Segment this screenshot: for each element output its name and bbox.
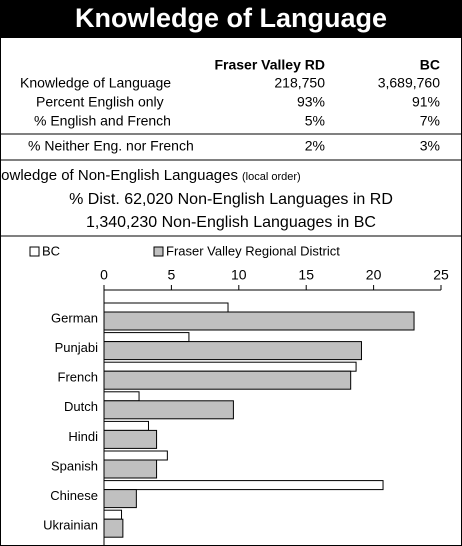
cell: 218,750 — [274, 75, 325, 91]
bar — [103, 391, 140, 402]
row-label: Knowledge of Language — [20, 75, 171, 91]
bar — [103, 311, 415, 331]
x-tick-label: 10 — [231, 267, 247, 283]
cell: 91% — [412, 94, 440, 110]
x-tick-label: 25 — [433, 267, 449, 283]
bar — [103, 361, 357, 372]
info-heading: Knowledge of Non-English Languages — [0, 167, 238, 184]
legend-label: BC — [42, 243, 60, 258]
title-bar — [0, 0, 462, 38]
bar — [103, 518, 124, 538]
x-tick-label: 5 — [168, 267, 176, 283]
bar — [103, 489, 137, 509]
bar — [103, 302, 229, 313]
legend-swatch — [153, 246, 164, 257]
x-tick-label: 0 — [100, 267, 108, 283]
row-label: % English and French — [34, 113, 171, 129]
column-header: Fraser Valley RD — [214, 57, 325, 73]
bar — [103, 341, 362, 361]
x-tick-label: 20 — [366, 267, 382, 283]
category-label: French — [58, 370, 98, 385]
cell: 5% — [305, 113, 325, 129]
column-header: BC — [420, 57, 440, 73]
bar — [103, 429, 158, 449]
category-label: German — [51, 310, 98, 325]
row-label: Percent English only — [36, 94, 164, 110]
cell: 7% — [420, 113, 440, 129]
category-label: Ukrainian — [43, 518, 98, 533]
info-line: % Dist. 62,020 Non-English Languages in … — [69, 191, 393, 208]
bar — [103, 420, 149, 431]
category-label: Chinese — [50, 488, 98, 503]
bar — [103, 509, 123, 520]
info-line: 1,340,230 Non-English Languages in BC — [86, 214, 376, 231]
cell: 93% — [297, 94, 325, 110]
bar — [103, 332, 190, 343]
row-label: % Neither Eng. nor French — [28, 138, 194, 154]
title: Knowledge of Language — [75, 3, 387, 33]
category-label: Hindi — [68, 429, 98, 444]
cell: 3% — [420, 138, 440, 154]
bar — [103, 450, 168, 461]
legend-swatch — [29, 246, 40, 257]
category-label: Dutch — [64, 399, 98, 414]
x-tick-label: 15 — [298, 267, 314, 283]
legend-label: Fraser Valley Regional District — [166, 243, 340, 258]
cell: 3,689,760 — [378, 75, 440, 91]
bar — [103, 480, 384, 491]
info-note: (local order) — [242, 171, 301, 183]
category-label: Punjabi — [55, 340, 98, 355]
cell: 2% — [305, 138, 325, 154]
bar — [103, 370, 352, 390]
category-label: Spanish — [51, 458, 98, 473]
bar — [103, 459, 158, 479]
bar — [103, 400, 234, 420]
